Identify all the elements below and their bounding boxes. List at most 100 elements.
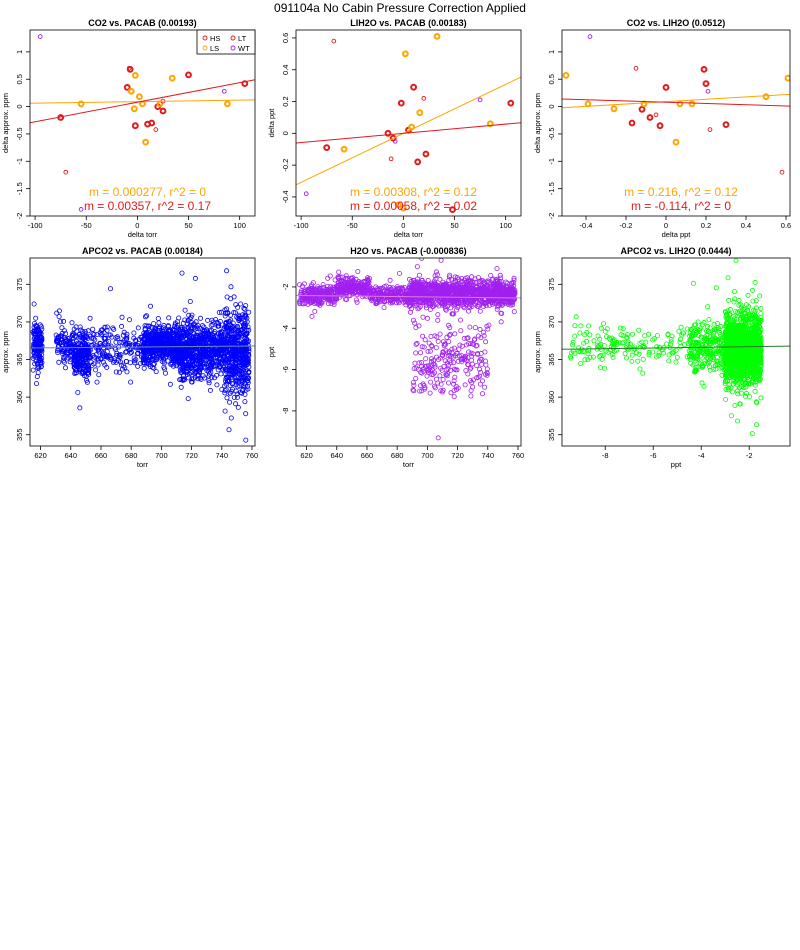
data-point (58, 337, 64, 343)
x-tick-label: 0 (135, 221, 139, 230)
data-point (224, 325, 230, 331)
data-point (503, 283, 509, 289)
data-point-ls (340, 145, 348, 153)
legend-marker (202, 45, 208, 51)
data-point (240, 386, 246, 392)
data-point-lt (63, 169, 69, 175)
data-point-hs (638, 105, 646, 113)
data-point (205, 332, 211, 338)
y-tick-label: 375 (15, 278, 24, 291)
data-point (475, 333, 481, 339)
data-point (74, 370, 80, 376)
data-point (408, 297, 414, 303)
data-point (442, 288, 448, 294)
data-point (365, 281, 371, 287)
data-point (206, 380, 212, 386)
data-point-hs (646, 114, 654, 121)
data-point (181, 377, 187, 383)
data-point (570, 339, 576, 345)
data-point (412, 302, 418, 308)
data-point (124, 358, 130, 364)
data-point (325, 301, 331, 307)
data-point (451, 381, 457, 387)
fit-line (296, 122, 521, 144)
y-tick-label: 0.2 (281, 96, 290, 106)
data-point (184, 351, 190, 357)
data-point (79, 366, 85, 372)
data-point (706, 317, 712, 323)
data-point (485, 278, 491, 284)
data-point (342, 279, 348, 285)
x-tick-label: -50 (81, 221, 92, 230)
data-point (595, 333, 601, 339)
data-point (146, 358, 152, 364)
data-point (229, 381, 235, 387)
data-point (412, 287, 418, 293)
fit-annotation: m = 0.00357, r^2 = 0.17 (84, 199, 211, 213)
data-point (476, 366, 482, 372)
data-point (655, 333, 661, 339)
data-point (131, 330, 137, 336)
fit-line (30, 79, 255, 124)
data-point (468, 393, 474, 399)
data-point (431, 358, 437, 364)
data-point (200, 335, 206, 341)
data-point (666, 358, 672, 364)
data-point (216, 358, 222, 364)
data-point (643, 339, 649, 345)
data-point (704, 328, 710, 334)
data-point (452, 374, 458, 380)
data-point (82, 329, 88, 335)
data-point (177, 359, 183, 365)
legend-marker (202, 35, 208, 41)
data-point (637, 366, 643, 372)
data-point (206, 350, 212, 356)
data-point (242, 312, 248, 318)
data-point (578, 323, 584, 329)
data-point (188, 322, 194, 328)
data-point (498, 319, 504, 325)
x-tick-label: 760 (246, 451, 259, 460)
data-point (338, 283, 344, 289)
data-point (411, 388, 417, 394)
data-point (307, 299, 313, 305)
data-point (156, 320, 162, 326)
data-point (452, 277, 458, 283)
data-point (758, 306, 764, 312)
data-point (440, 339, 446, 345)
data-point (100, 352, 106, 358)
data-point (153, 369, 159, 375)
chart-title: LIH2O vs. PACAB (0.00183) (350, 18, 466, 28)
data-point (192, 343, 198, 349)
y-tick-label: 0 (281, 131, 290, 135)
data-point (114, 334, 120, 340)
data-point (413, 375, 419, 381)
data-point (160, 328, 166, 334)
data-point (246, 309, 252, 315)
data-point-wt (221, 88, 227, 94)
data-point (445, 366, 451, 372)
data-point (451, 360, 457, 366)
data-point (427, 306, 433, 312)
data-point (684, 326, 690, 332)
data-point (430, 371, 436, 377)
data-point (242, 391, 248, 397)
data-point (214, 345, 220, 351)
data-point (476, 358, 482, 364)
data-point (36, 342, 42, 348)
data-point (465, 361, 471, 367)
data-point (464, 335, 470, 341)
data-point (436, 298, 442, 304)
data-point (407, 303, 413, 309)
y-tick-label: -0.5 (15, 127, 24, 140)
data-point (482, 384, 488, 390)
data-point (142, 323, 148, 329)
data-point (471, 337, 477, 343)
data-point-hs (397, 99, 405, 107)
data-point (439, 367, 445, 373)
data-point (80, 353, 86, 359)
data-point (670, 350, 676, 356)
data-point (693, 330, 699, 336)
data-point (446, 332, 452, 338)
data-point-ls (610, 105, 618, 113)
